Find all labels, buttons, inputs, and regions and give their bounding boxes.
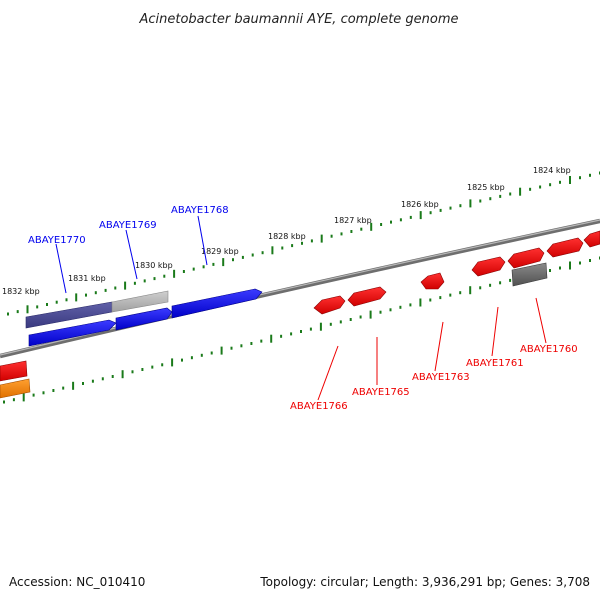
gene-block-red-left[interactable]	[0, 360, 28, 382]
gene-label-abaye1765[interactable]: ABAYE1765	[352, 387, 410, 398]
map-title: Acinetobacter baumannii AYE, complete ge…	[138, 12, 458, 27]
gene-label-abaye1766[interactable]: ABAYE1766	[290, 401, 348, 412]
red-genes-upper	[313, 230, 600, 315]
gene-arrow-abaye1770[interactable]	[28, 319, 117, 347]
gene-arrow-red[interactable]	[546, 237, 584, 258]
kbp-label: 1825 kbp	[467, 183, 505, 192]
gene-arrow-abaye1768[interactable]	[171, 288, 263, 319]
gene-block-orange-left[interactable]	[0, 378, 31, 399]
gene-label-abaye1763[interactable]: ABAYE1763	[412, 372, 470, 383]
gene-arrow-abaye1769[interactable]	[115, 307, 173, 331]
kbp-label: 1829 kbp	[201, 247, 239, 256]
gene-block-darkgrey[interactable]	[511, 262, 548, 287]
gene-arrow-red[interactable]	[347, 286, 387, 307]
upper-strand-genes	[25, 288, 263, 347]
gene-label-abaye1770[interactable]: ABAYE1770	[28, 235, 86, 246]
genome-summary: Topology: circular; Length: 3,936,291 bp…	[259, 575, 590, 589]
kbp-label: 1828 kbp	[268, 232, 306, 241]
upper-ruler	[7, 171, 600, 316]
kbp-label: 1832 kbp	[2, 287, 40, 296]
gene-arrow-red[interactable]	[507, 247, 545, 269]
kbp-label: 1830 kbp	[135, 261, 173, 270]
leader-lines	[55, 215, 547, 401]
gene-arrow-red[interactable]	[313, 295, 346, 315]
lower-ruler	[3, 256, 600, 404]
gene-label-abaye1760[interactable]: ABAYE1760	[520, 344, 578, 355]
gene-label-abaye1761[interactable]: ABAYE1761	[466, 358, 524, 369]
gene-arrow-red[interactable]	[583, 230, 600, 248]
left-edge-genes	[0, 360, 31, 399]
genome-backbone	[0, 218, 600, 359]
gene-label-abaye1769[interactable]: ABAYE1769	[99, 220, 157, 231]
gene-block-grey[interactable]	[111, 290, 169, 313]
kbp-label: 1826 kbp	[401, 200, 439, 209]
accession-text: Accession: NC_010410	[9, 575, 145, 589]
gene-arrow-red[interactable]	[420, 272, 445, 290]
kbp-label: 1827 kbp	[334, 216, 372, 225]
gene-label-abaye1768[interactable]: ABAYE1768	[171, 205, 229, 216]
kbp-label: 1824 kbp	[533, 166, 571, 175]
gene-arrow-red[interactable]	[471, 256, 506, 277]
kbp-label: 1831 kbp	[68, 274, 106, 283]
